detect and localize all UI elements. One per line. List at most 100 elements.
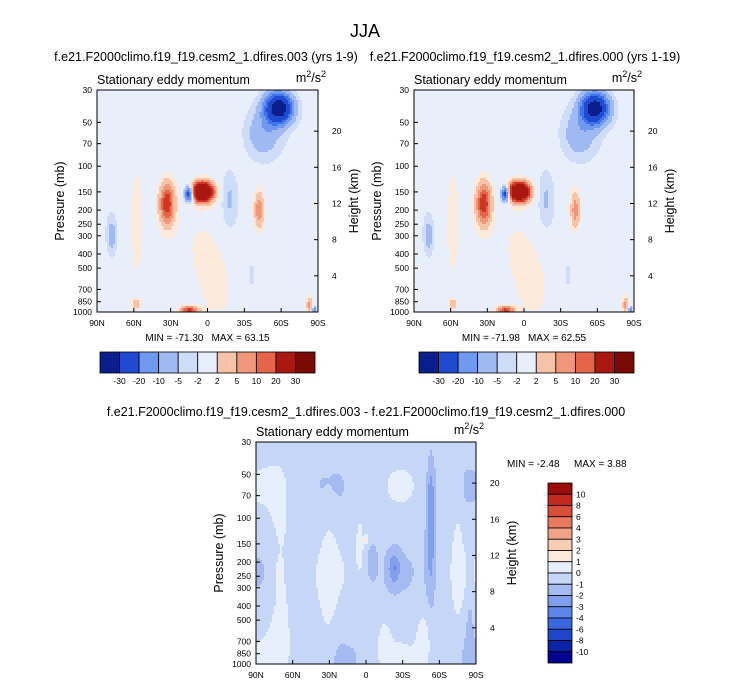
heatmap-cell — [105, 110, 108, 113]
heatmap-cell — [163, 166, 166, 169]
heatmap-cell — [187, 134, 190, 137]
heatmap-cell — [253, 90, 257, 93]
heatmap-cell — [115, 96, 118, 99]
heatmap-cell — [183, 132, 186, 135]
heatmap-cell — [137, 104, 140, 107]
heatmap-cell — [315, 122, 319, 125]
heatmap-cell — [119, 98, 122, 101]
heatmap-cell — [143, 150, 146, 153]
heatmap-cell — [315, 118, 319, 121]
heatmap-cell — [265, 106, 269, 109]
heatmap-cell — [269, 110, 273, 113]
heatmap-cell — [117, 154, 120, 157]
heatmap-cell — [209, 90, 212, 93]
heatmap-cell — [265, 98, 269, 101]
heatmap-cell — [103, 154, 106, 157]
heatmap-cell — [217, 92, 220, 95]
heatmap-cell — [263, 144, 267, 147]
heatmap-cell — [263, 116, 267, 119]
heatmap-cell — [163, 146, 166, 149]
heatmap-cell — [289, 178, 293, 181]
heatmap-cell — [115, 118, 118, 121]
heatmap-cell — [175, 168, 178, 171]
heatmap-cell — [139, 160, 142, 163]
heatmap-cell — [97, 122, 100, 125]
heatmap-cell — [289, 94, 293, 97]
heatmap-cell — [273, 166, 277, 169]
heatmap-cell — [311, 142, 315, 145]
heatmap-cell — [307, 150, 311, 153]
heatmap-cell — [161, 174, 164, 177]
heatmap-cell — [215, 94, 218, 97]
heatmap-cell — [247, 92, 251, 95]
heatmap-cell — [101, 126, 104, 129]
heatmap-cell — [111, 178, 114, 181]
heatmap-cell — [255, 106, 259, 109]
heatmap-cell — [291, 176, 295, 179]
heatmap-cell — [179, 134, 182, 137]
heatmap-cell — [255, 124, 259, 127]
heatmap-cell — [273, 164, 277, 167]
heatmap-cell — [279, 124, 283, 127]
heatmap-cell — [97, 136, 100, 139]
heatmap-cell — [235, 132, 238, 135]
heatmap-cell — [169, 94, 172, 97]
heatmap-cell — [173, 180, 176, 183]
heatmap-cell — [281, 108, 285, 111]
heatmap-cell — [161, 90, 164, 93]
heatmap-cell — [259, 118, 263, 121]
heatmap-cell — [155, 158, 158, 161]
heatmap-cell — [193, 178, 196, 181]
heatmap-cell — [233, 164, 236, 167]
heatmap-cell — [191, 98, 194, 101]
heatmap-cell — [149, 138, 152, 141]
heatmap-cell — [187, 178, 190, 181]
heatmap-cell — [297, 90, 301, 93]
heatmap-cell — [203, 134, 206, 137]
heatmap-cell — [243, 154, 247, 157]
heatmap-cell — [265, 128, 269, 131]
heatmap-cell — [181, 120, 184, 123]
heatmap-cell — [223, 178, 226, 181]
heatmap-cell — [159, 160, 162, 163]
heatmap-cell — [147, 146, 150, 149]
heatmap-cell — [271, 142, 275, 145]
heatmap-cell — [159, 102, 162, 105]
heatmap-cell — [303, 144, 307, 147]
heatmap-cell — [145, 142, 148, 145]
heatmap-cell — [279, 136, 283, 139]
heatmap-cell — [277, 96, 281, 99]
heatmap-cell — [255, 152, 259, 155]
heatmap-cell — [301, 150, 305, 153]
heatmap-cell — [213, 124, 216, 127]
heatmap-cell — [313, 172, 317, 175]
heatmap-cell — [293, 154, 297, 157]
heatmap-cell — [115, 168, 118, 171]
heatmap-cell — [231, 148, 234, 151]
heatmap-cell — [141, 106, 144, 109]
heatmap-cell — [139, 168, 142, 171]
heatmap-cell — [219, 170, 222, 173]
heatmap-cell — [237, 106, 240, 109]
heatmap-cell — [289, 172, 293, 175]
heatmap-cell — [151, 114, 154, 117]
heatmap-cell — [103, 144, 106, 147]
heatmap-cell — [253, 126, 257, 129]
heatmap-cell — [243, 138, 247, 141]
heatmap-cell — [163, 148, 166, 151]
heatmap-cell — [209, 142, 212, 145]
heatmap-cell — [257, 136, 261, 139]
heatmap-cell — [283, 170, 287, 173]
heatmap-cell — [99, 138, 102, 141]
heatmap-cell — [133, 170, 136, 173]
heatmap-cell — [295, 116, 299, 119]
heatmap-cell — [195, 170, 198, 173]
heatmap-cell — [151, 100, 154, 103]
heatmap-cell — [305, 152, 309, 155]
heatmap-cell — [305, 148, 309, 151]
heatmap-cell — [149, 136, 152, 139]
heatmap-cell — [125, 152, 128, 155]
heatmap-cell — [289, 108, 293, 111]
heatmap-cell — [273, 126, 277, 129]
heatmap-cell — [193, 166, 196, 169]
